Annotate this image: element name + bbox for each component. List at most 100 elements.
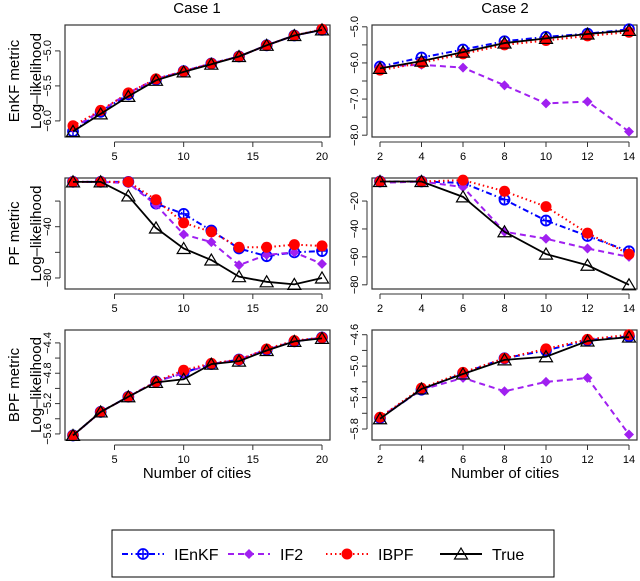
series-line [73, 180, 323, 267]
x-tick-label: 14 [623, 151, 635, 163]
marker-triangle [203, 356, 219, 370]
y-tick-label: −4.6 [349, 324, 361, 346]
y-tick-label: −5.5 [42, 75, 54, 97]
marker-diamond [458, 62, 468, 73]
data-point [582, 30, 593, 42]
series-line [73, 180, 323, 286]
marker-diamond [234, 260, 244, 271]
data-point [203, 252, 219, 266]
marker-dot [122, 176, 134, 188]
data-point [261, 249, 272, 260]
marker-triangle [496, 224, 513, 238]
data-point [317, 258, 327, 269]
marker-triangle [314, 331, 330, 344]
marker-triangle [203, 252, 219, 266]
series-ibpf [67, 176, 328, 253]
marker-dot [416, 57, 427, 69]
x-tick-label: 20 [316, 303, 328, 315]
data-point [458, 62, 468, 73]
y-tick-label: −7.0 [349, 88, 361, 110]
y-tick-label: −80 [42, 269, 54, 288]
marker-triangle [148, 220, 164, 234]
legend: IEnKF IF2 IBPF True [111, 529, 555, 578]
series-line [379, 333, 630, 419]
row-label-0: EnKF metric [6, 39, 23, 122]
x-axis: 5 10 15 20 [111, 444, 328, 466]
data-point [286, 334, 302, 347]
data-point [233, 241, 245, 253]
x-tick-label: 14 [623, 454, 635, 466]
y-axis-label-2: Log–likelihood [28, 337, 45, 433]
marker-triangle [372, 411, 388, 425]
marker-dot [288, 239, 300, 251]
marker-triangle [231, 269, 247, 283]
data-point [621, 277, 637, 291]
x-tick-label: 10 [178, 151, 190, 163]
x-tick-label: 4 [418, 454, 424, 466]
marker-diamond [206, 237, 217, 248]
data-point [579, 258, 596, 271]
series-line [379, 29, 630, 70]
data-point [413, 174, 430, 188]
marker-triangle [621, 329, 637, 343]
x-tick-label: 6 [460, 454, 466, 466]
data-point [372, 61, 388, 74]
data-point [203, 356, 219, 370]
x-axis: 2 4 6 8 10 12 14 [377, 444, 635, 466]
panel-r1-c1: 2 4 6 8 10 12 14 −80 −60 −40 −20 [349, 174, 638, 315]
data-point [314, 270, 330, 284]
data-point [374, 64, 386, 76]
x-tick-label: 14 [623, 303, 635, 315]
marker-triangle [579, 333, 596, 347]
marker-triangle [455, 366, 471, 380]
legend-marker [137, 548, 149, 560]
x-axis-label-case-2: Number of cities [451, 465, 559, 482]
x-tick-label: 4 [418, 303, 424, 315]
marker-diamond [317, 258, 327, 269]
plot-frame [64, 177, 331, 290]
series-line [72, 28, 323, 129]
marker-dot [150, 194, 162, 206]
y-tick-label: −8.0 [349, 124, 361, 146]
marker-diamond [289, 247, 300, 258]
x-axis-label-case-1: Number of cities [143, 465, 251, 482]
data-point [455, 189, 471, 203]
series-true [65, 331, 330, 442]
marker-diamond [541, 233, 551, 244]
data-point [234, 260, 244, 271]
data-point [203, 57, 219, 70]
x-axis: 2 4 6 8 10 12 14 [377, 141, 635, 163]
data-point [316, 23, 328, 35]
marker-triangle [579, 258, 596, 271]
data-point [93, 106, 109, 120]
marker-triangle [413, 381, 430, 395]
data-point [374, 411, 386, 423]
marker-dot [316, 240, 328, 252]
series-line [72, 29, 323, 133]
marker-dot [233, 241, 245, 253]
marker-diamond [624, 429, 634, 440]
x-tick-label: 10 [178, 454, 190, 466]
y-tick-label: −5.4 [349, 387, 361, 409]
series-if2 [68, 332, 327, 441]
marker-triangle [314, 22, 330, 36]
data-point [413, 53, 430, 67]
data-point [496, 224, 513, 238]
legend-entry-ibpf: IBPF [326, 547, 414, 564]
series-line [72, 28, 323, 133]
data-point [621, 23, 637, 37]
legend-entry-true: True [440, 546, 524, 564]
series-line [72, 336, 323, 437]
series-line [72, 337, 323, 437]
series-line [380, 180, 630, 286]
marker-triangle [120, 89, 136, 102]
data-point [261, 241, 273, 253]
legend-entry-if2: IF2 [228, 547, 303, 564]
marker-triangle [65, 124, 81, 137]
data-point [289, 247, 300, 258]
marker-triangle [455, 44, 471, 58]
row-label-1: PF metric [6, 201, 23, 266]
data-point [286, 277, 302, 290]
data-point [416, 57, 427, 69]
marker-triangle [621, 277, 637, 291]
